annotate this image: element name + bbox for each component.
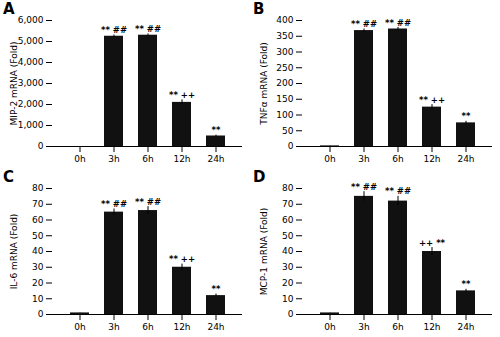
svg-text:1,000: 1,000	[18, 120, 44, 130]
svg-text:6,000: 6,000	[18, 15, 44, 25]
svg-text:0h: 0h	[74, 322, 85, 332]
svg-text:4,000: 4,000	[18, 57, 44, 67]
svg-text:** ++: ** ++	[419, 95, 445, 105]
svg-text:0h: 0h	[324, 154, 335, 164]
html-text:D: D	[253, 168, 266, 186]
svg-text:** ##: ** ##	[351, 182, 377, 192]
svg-text:0: 0	[288, 141, 294, 151]
svg-text:** ++: ** ++	[169, 90, 195, 100]
svg-text:80: 80	[282, 183, 294, 193]
svg-text:0: 0	[38, 141, 44, 151]
svg-text:3h: 3h	[358, 154, 369, 164]
svg-text:MIP-2 mRNA (Fold): MIP-2 mRNA (Fold)	[9, 42, 19, 126]
svg-text:10: 10	[32, 294, 44, 304]
svg-text:20: 20	[282, 278, 294, 288]
svg-text:300: 300	[276, 47, 293, 57]
svg-text:5,000: 5,000	[18, 36, 44, 46]
svg-text:12h: 12h	[423, 322, 440, 332]
svg-text:IL-6 mRNA (Fold): IL-6 mRNA (Fold)	[9, 214, 19, 290]
svg-text:**: **	[212, 125, 221, 135]
svg-text:** ++: ** ++	[169, 254, 195, 264]
svg-text:12h: 12h	[423, 154, 440, 164]
svg-text:70: 70	[32, 199, 44, 209]
svg-text:**: **	[462, 111, 471, 121]
svg-text:3h: 3h	[108, 154, 119, 164]
svg-text:6h: 6h	[142, 154, 153, 164]
svg-text:**: **	[462, 279, 471, 289]
svg-text:MCP-1 mRNA (Fold): MCP-1 mRNA (Fold)	[259, 208, 269, 295]
svg-text:60: 60	[32, 215, 44, 225]
svg-text:3h: 3h	[358, 322, 369, 332]
svg-text:** ##: ** ##	[101, 199, 127, 209]
svg-text:30: 30	[282, 262, 294, 272]
svg-text:250: 250	[276, 63, 293, 73]
svg-text:3,000: 3,000	[18, 78, 44, 88]
svg-text:** ##: ** ##	[135, 197, 161, 207]
svg-text:++ **: ++ **	[419, 238, 446, 248]
svg-text:24h: 24h	[207, 322, 224, 332]
svg-text:** ##: ** ##	[351, 19, 377, 29]
svg-text:20: 20	[32, 278, 44, 288]
svg-text:12h: 12h	[173, 154, 190, 164]
svg-text:** ##: ** ##	[135, 24, 161, 34]
svg-text:0h: 0h	[74, 154, 85, 164]
svg-text:6h: 6h	[392, 154, 403, 164]
svg-text:6h: 6h	[392, 322, 403, 332]
svg-text:40: 40	[32, 246, 44, 256]
html-text:C: C	[3, 168, 14, 186]
svg-text:150: 150	[276, 94, 293, 104]
svg-text:**: **	[212, 284, 221, 294]
svg-text:** ##: ** ##	[101, 25, 127, 35]
svg-text:2,000: 2,000	[18, 99, 44, 109]
svg-text:350: 350	[276, 31, 293, 41]
svg-text:12h: 12h	[173, 322, 190, 332]
svg-text:50: 50	[282, 126, 294, 136]
svg-text:70: 70	[282, 199, 294, 209]
svg-text:40: 40	[282, 246, 294, 256]
svg-text:30: 30	[32, 262, 44, 272]
html-text:A: A	[3, 0, 15, 18]
svg-text:24h: 24h	[457, 322, 474, 332]
svg-text:0: 0	[288, 309, 294, 319]
svg-text:** ##: ** ##	[385, 18, 411, 28]
svg-text:24h: 24h	[457, 154, 474, 164]
svg-text:3h: 3h	[108, 322, 119, 332]
svg-text:TNFα mRNA (Fold): TNFα mRNA (Fold)	[259, 42, 269, 126]
svg-text:100: 100	[276, 110, 293, 120]
svg-text:50: 50	[32, 231, 44, 241]
svg-text:80: 80	[32, 183, 44, 193]
svg-text:200: 200	[276, 78, 293, 88]
svg-text:6h: 6h	[142, 322, 153, 332]
svg-text:60: 60	[282, 215, 294, 225]
svg-text:24h: 24h	[207, 154, 224, 164]
svg-text:400: 400	[276, 15, 293, 25]
svg-text:0h: 0h	[324, 322, 335, 332]
svg-text:50: 50	[282, 231, 294, 241]
svg-text:0: 0	[38, 309, 44, 319]
html-text:B: B	[253, 0, 265, 18]
svg-text:10: 10	[282, 294, 294, 304]
svg-text:** ##: ** ##	[385, 186, 411, 196]
